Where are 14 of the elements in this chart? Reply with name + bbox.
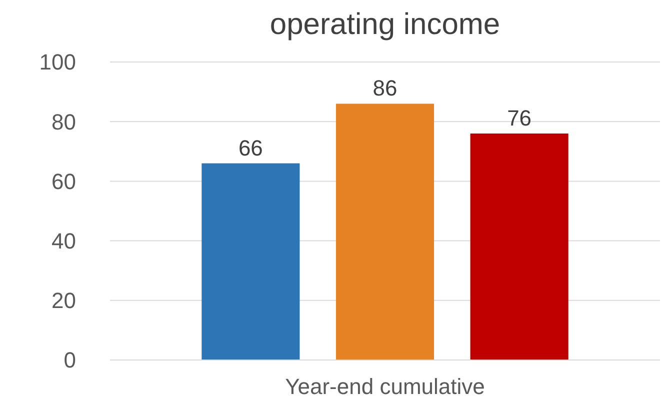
data-label: 86 (372, 76, 398, 101)
x-tick-label: Year-end cumulative (285, 374, 485, 399)
y-tick-label: 0 (64, 348, 76, 373)
y-tick-label: 80 (52, 109, 76, 134)
y-tick-label: 60 (52, 168, 76, 194)
bar (336, 104, 434, 360)
bar (470, 134, 568, 360)
data-label: 76 (507, 106, 532, 131)
y-tick-label: 100 (39, 50, 76, 75)
y-tick-label: 20 (52, 288, 76, 314)
bar (202, 163, 300, 360)
chart-title: operating income (270, 8, 500, 41)
data-label: 66 (238, 135, 263, 160)
y-tick-label: 40 (52, 228, 76, 254)
